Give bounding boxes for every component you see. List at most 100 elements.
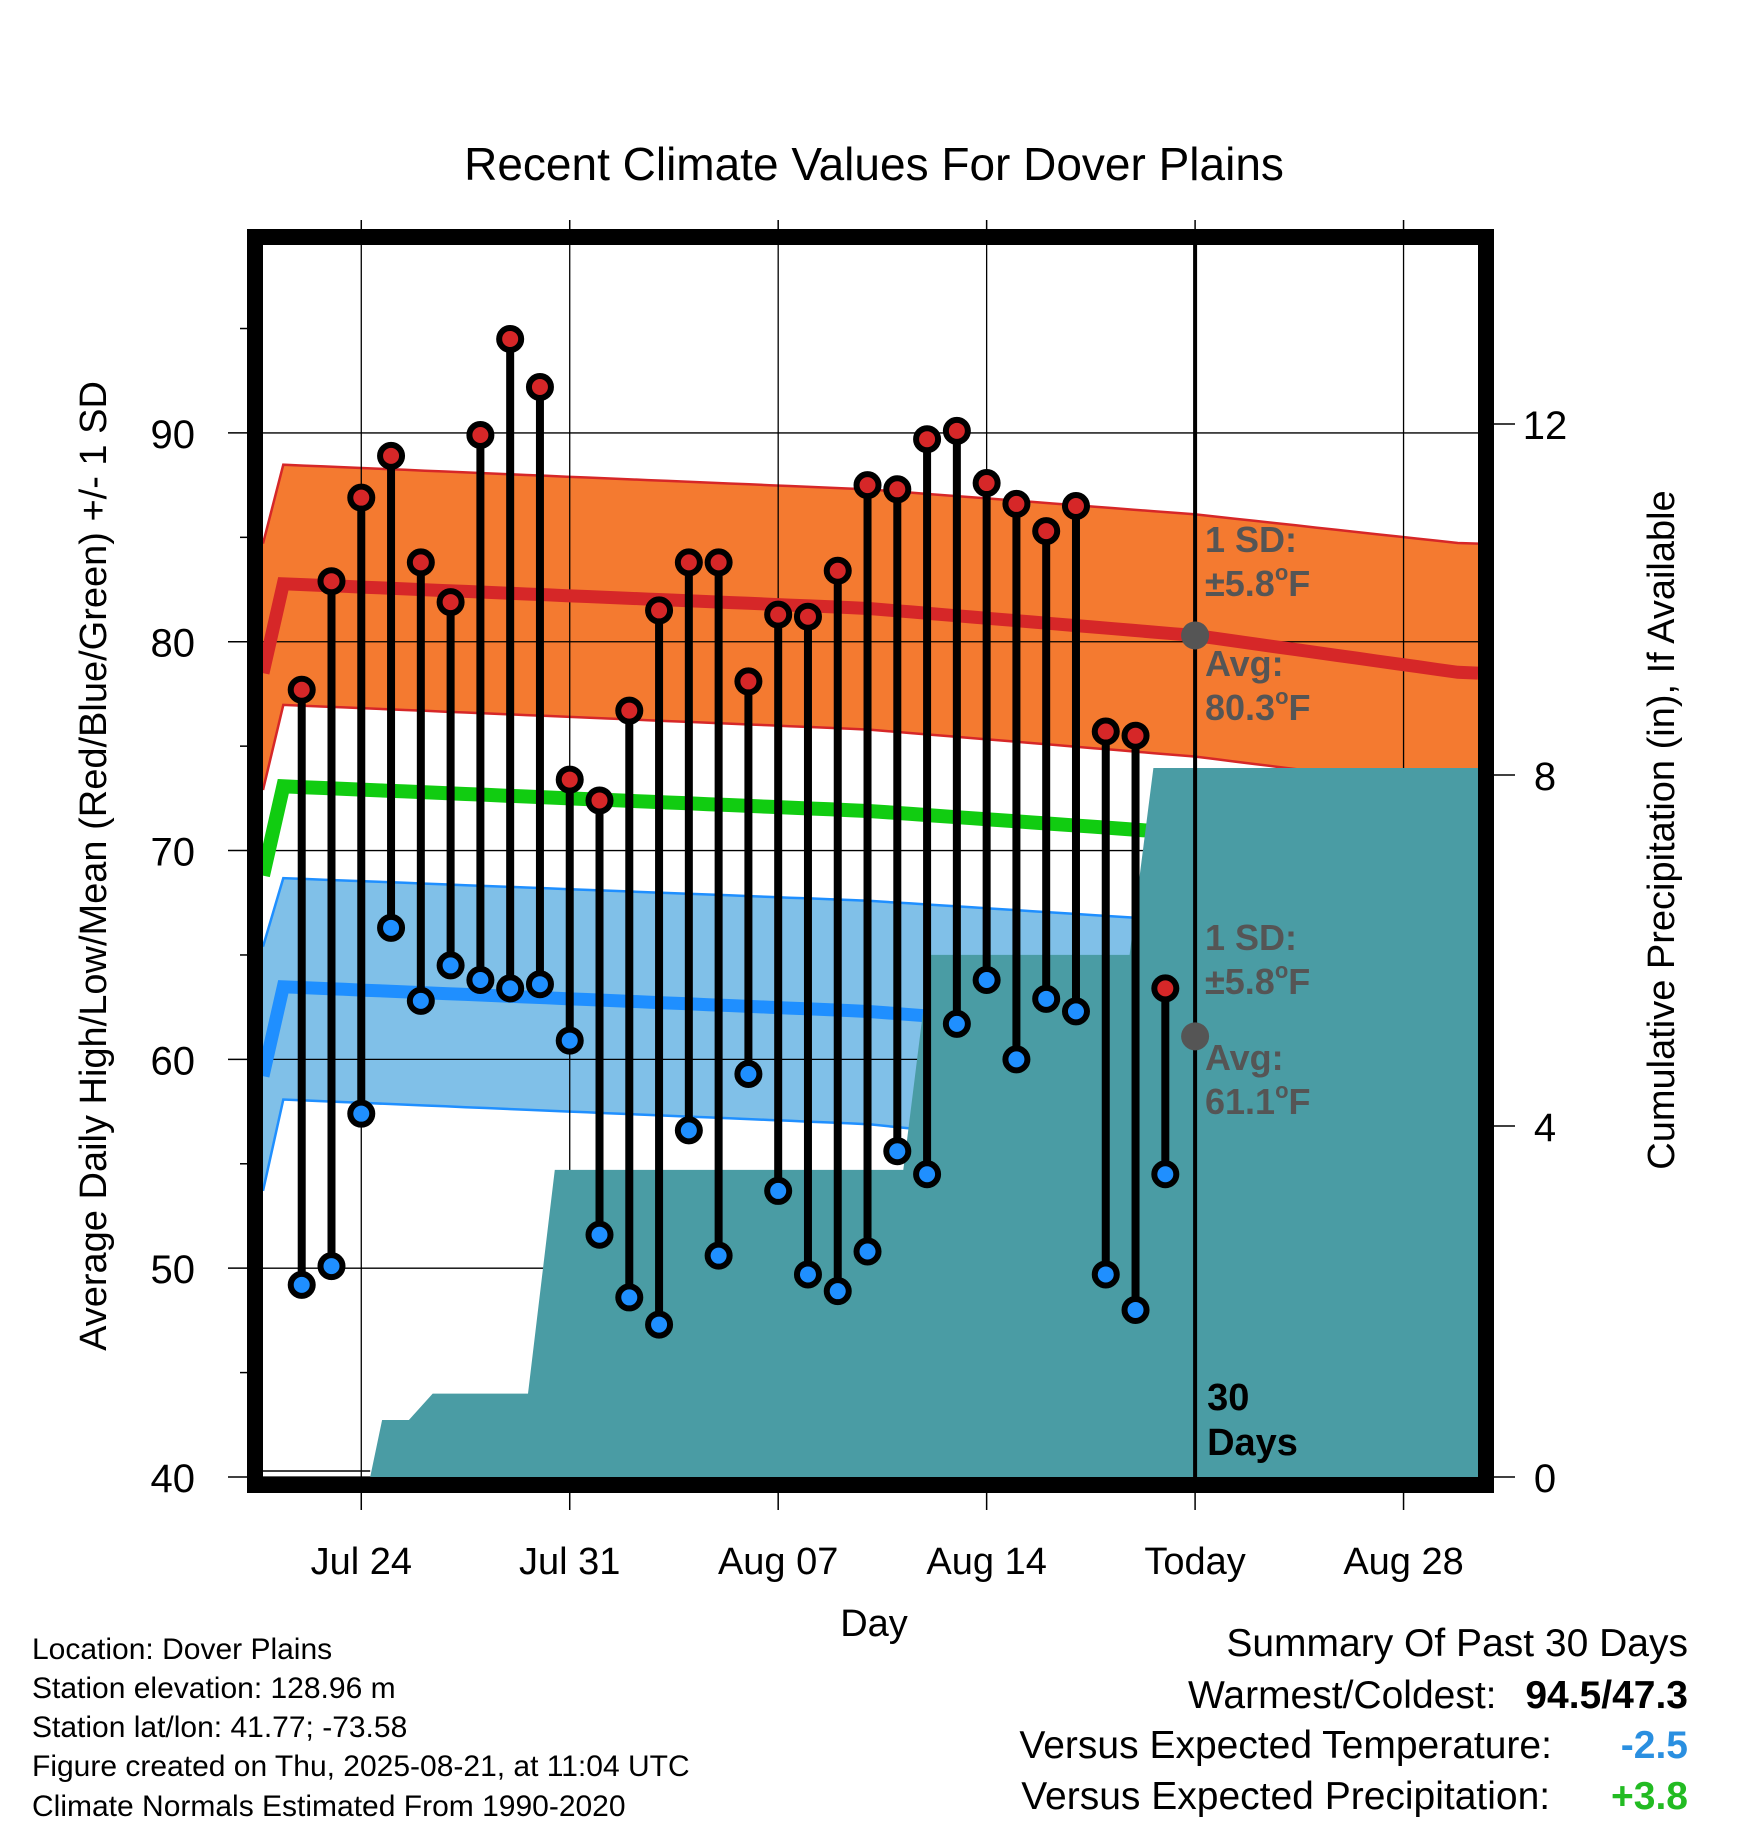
annotation-havg-1: Avg: bbox=[1205, 643, 1284, 684]
annotation-havg-2: 80.3oF bbox=[1205, 684, 1311, 728]
summary-warm-cold: Warmest/Coldest: 94.5/47.3 bbox=[1188, 1674, 1688, 1718]
low-point-day-21 bbox=[883, 1137, 912, 1166]
low-point-day-10 bbox=[555, 1026, 584, 1055]
low-point-day-11 bbox=[585, 1220, 614, 1249]
low-point-day-24 bbox=[972, 966, 1001, 995]
low-point-day-4 bbox=[377, 913, 406, 942]
today-label-line-0: 30 bbox=[1207, 1377, 1249, 1419]
high-point-day-23 bbox=[942, 416, 971, 445]
high-point-day-16 bbox=[734, 667, 763, 696]
plot-frame bbox=[247, 229, 1494, 1493]
precip-label: Versus Expected Precipitation: bbox=[1021, 1775, 1551, 1818]
low-point-day-14 bbox=[674, 1116, 703, 1145]
high-point-day-30 bbox=[1151, 974, 1180, 1003]
annotation-lavg-1: Avg: bbox=[1205, 1037, 1284, 1078]
annotation-lavg-2-value: 61.1 bbox=[1205, 1081, 1275, 1122]
y-axis-label-left: Average Daily High/Low/Mean (Red/Blue/Gr… bbox=[73, 381, 115, 1351]
low-point-day-6 bbox=[436, 951, 465, 980]
high-point-day-15 bbox=[704, 548, 733, 577]
info-elevation: Station elevation: 128.96 m bbox=[32, 1672, 396, 1705]
annotation-hsd-2-value: ±5.8 bbox=[1205, 563, 1275, 604]
y-left-tick-label-50: 50 bbox=[151, 1248, 196, 1292]
high-point-day-24 bbox=[972, 469, 1001, 498]
y-right-tick-label-0: 0 bbox=[1534, 1457, 1556, 1501]
high-point-day-22 bbox=[913, 425, 942, 454]
annotation-lavg-2-unit: F bbox=[1289, 1081, 1311, 1122]
x-tick-label-0: Jul 24 bbox=[311, 1541, 412, 1583]
annotation-havg-2-unit: F bbox=[1289, 687, 1311, 728]
info-normals: Climate Normals Estimated From 1990-2020 bbox=[32, 1790, 626, 1823]
low-point-day-1 bbox=[287, 1270, 316, 1299]
low-point-day-28 bbox=[1091, 1260, 1120, 1289]
high-point-day-29 bbox=[1121, 721, 1150, 750]
y-right-tick-label-12: 12 bbox=[1523, 404, 1568, 448]
high-point-day-17 bbox=[764, 600, 793, 629]
high-point-day-5 bbox=[406, 548, 435, 577]
x-tick-label-5: Aug 28 bbox=[1343, 1541, 1463, 1583]
low-point-day-15 bbox=[704, 1241, 733, 1270]
high-point-day-2 bbox=[317, 567, 346, 596]
y-left-tick-label-70: 70 bbox=[151, 831, 196, 875]
low-point-day-2 bbox=[317, 1252, 346, 1281]
annotation-lavg-2: 61.1oF bbox=[1205, 1078, 1311, 1122]
low-point-day-25 bbox=[1002, 1045, 1031, 1074]
low-point-day-8 bbox=[496, 974, 525, 1003]
today-high-normal-marker bbox=[1181, 621, 1210, 650]
y-right-tick-label-8: 8 bbox=[1534, 755, 1556, 799]
today-low-normal-marker bbox=[1181, 1022, 1210, 1051]
low-point-day-22 bbox=[913, 1160, 942, 1189]
warm-cold-value: 94.5/47.3 bbox=[1525, 1674, 1688, 1717]
low-point-day-30 bbox=[1151, 1160, 1180, 1189]
high-point-day-3 bbox=[347, 483, 376, 512]
temp-value: -2.5 bbox=[1620, 1724, 1688, 1767]
annotation-lsd-1: 1 SD: bbox=[1205, 917, 1297, 958]
info-latlon: Station lat/lon: 41.77; -73.58 bbox=[32, 1711, 408, 1744]
annotation-lavg-2-degree: o bbox=[1275, 1078, 1288, 1103]
high-point-day-8 bbox=[496, 324, 525, 353]
low-point-day-17 bbox=[764, 1176, 793, 1205]
low-point-day-20 bbox=[853, 1237, 882, 1266]
high-point-day-10 bbox=[555, 765, 584, 794]
y-left-tick-label-80: 80 bbox=[151, 622, 196, 666]
high-point-day-28 bbox=[1091, 717, 1120, 746]
annotation-lsd-2: ±5.8oF bbox=[1205, 958, 1310, 1002]
high-point-day-19 bbox=[823, 556, 852, 585]
y-left-tick-label-60: 60 bbox=[151, 1039, 196, 1083]
annotation-havg-2-degree: o bbox=[1275, 684, 1288, 709]
high-point-day-12 bbox=[615, 696, 644, 725]
x-tick-label-4: Today bbox=[1144, 1541, 1245, 1583]
x-tick-label-3: Aug 14 bbox=[926, 1541, 1046, 1583]
high-point-day-4 bbox=[377, 441, 406, 470]
chart-title: Recent Climate Values For Dover Plains bbox=[464, 138, 1284, 190]
summary-title-text: Summary Of Past 30 Days bbox=[1226, 1622, 1688, 1665]
high-point-day-6 bbox=[436, 588, 465, 617]
high-point-day-21 bbox=[883, 475, 912, 504]
low-point-day-16 bbox=[734, 1059, 763, 1088]
annotation-lsd-2-unit: F bbox=[1288, 961, 1310, 1002]
low-point-day-19 bbox=[823, 1277, 852, 1306]
low-point-day-12 bbox=[615, 1283, 644, 1312]
summary-precipitation: Versus Expected Precipitation: +3.8 bbox=[1021, 1775, 1688, 1819]
y-axis-label-right: Cumulative Precipitation (in), If Availa… bbox=[1641, 490, 1683, 1169]
y-right-tick-label-4: 4 bbox=[1534, 1106, 1556, 1150]
temp-label: Versus Expected Temperature: bbox=[1019, 1724, 1552, 1767]
today-label-line-1: Days bbox=[1207, 1422, 1298, 1464]
high-point-day-1 bbox=[287, 675, 316, 704]
low-point-day-27 bbox=[1061, 997, 1090, 1026]
high-point-day-7 bbox=[466, 421, 495, 450]
annotation-lsd-2-degree: o bbox=[1275, 958, 1288, 983]
low-point-day-7 bbox=[466, 966, 495, 995]
low-point-day-5 bbox=[406, 986, 435, 1015]
high-point-day-13 bbox=[645, 596, 674, 625]
high-point-day-18 bbox=[793, 602, 822, 631]
low-point-day-23 bbox=[942, 1009, 971, 1038]
warm-cold-label: Warmest/Coldest: bbox=[1188, 1674, 1497, 1717]
annotation-hsd-2: ±5.8oF bbox=[1205, 560, 1310, 604]
high-point-day-25 bbox=[1002, 489, 1031, 518]
low-point-day-26 bbox=[1032, 984, 1061, 1013]
high-point-day-11 bbox=[585, 786, 614, 815]
low-point-day-13 bbox=[645, 1310, 674, 1339]
x-tick-label-2: Aug 07 bbox=[718, 1541, 838, 1583]
